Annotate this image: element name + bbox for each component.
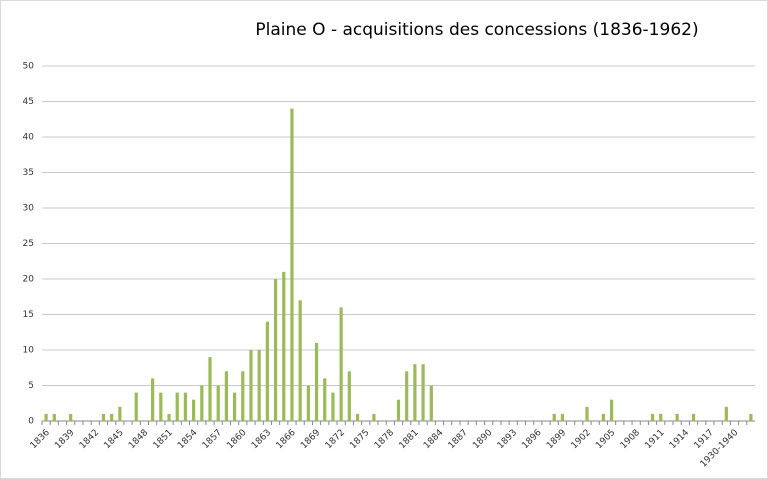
bar <box>585 406 589 421</box>
bar <box>151 378 155 421</box>
y-tick-label: 35 <box>23 168 34 178</box>
bar <box>355 413 360 421</box>
bar <box>200 385 204 421</box>
bar <box>241 371 245 421</box>
bar <box>175 392 179 421</box>
bar <box>659 413 663 421</box>
bar <box>167 413 171 421</box>
bar <box>159 392 163 421</box>
bar <box>257 350 261 421</box>
bar <box>118 406 122 421</box>
bar <box>314 342 319 421</box>
bar <box>44 413 48 421</box>
bar <box>650 413 655 421</box>
bar <box>560 413 565 421</box>
bar <box>273 279 278 421</box>
bar <box>282 271 286 421</box>
bar <box>691 413 696 421</box>
bar <box>347 371 351 421</box>
bar <box>216 385 220 421</box>
bar <box>609 399 614 421</box>
bar <box>110 413 114 421</box>
bar <box>675 413 679 421</box>
bar <box>134 392 138 421</box>
y-tick-label: 10 <box>23 346 35 356</box>
y-tick-label: 50 <box>23 62 35 72</box>
chart-title: Plaine O - acquisitions des concessions … <box>255 20 698 40</box>
bar <box>429 385 433 421</box>
bar <box>52 413 56 421</box>
bar <box>724 406 728 421</box>
bar <box>413 364 417 421</box>
bar <box>290 108 294 421</box>
bar <box>192 399 196 421</box>
bar <box>601 413 605 421</box>
bar <box>265 321 269 421</box>
bar <box>405 371 409 421</box>
bar <box>249 350 253 421</box>
bar <box>69 413 73 421</box>
bar <box>749 413 753 421</box>
bar <box>298 300 302 421</box>
y-tick-label: 0 <box>28 417 34 427</box>
bar <box>421 364 425 421</box>
bar <box>396 399 401 421</box>
y-tick-label: 30 <box>23 204 35 214</box>
bar <box>101 413 106 421</box>
y-tick-label: 40 <box>23 133 35 143</box>
bar <box>306 385 310 421</box>
y-tick-label: 45 <box>23 97 34 107</box>
bar <box>183 392 188 421</box>
y-tick-label: 25 <box>23 239 34 249</box>
bar <box>339 307 343 421</box>
bar <box>224 371 228 421</box>
bar <box>208 357 212 421</box>
y-tick-label: 15 <box>23 310 34 320</box>
y-tick-label: 5 <box>28 381 34 391</box>
y-tick-label: 20 <box>23 275 35 285</box>
bar <box>323 378 327 421</box>
bar <box>372 413 376 421</box>
bar <box>331 392 335 421</box>
bar <box>232 392 237 421</box>
bar <box>552 413 556 421</box>
